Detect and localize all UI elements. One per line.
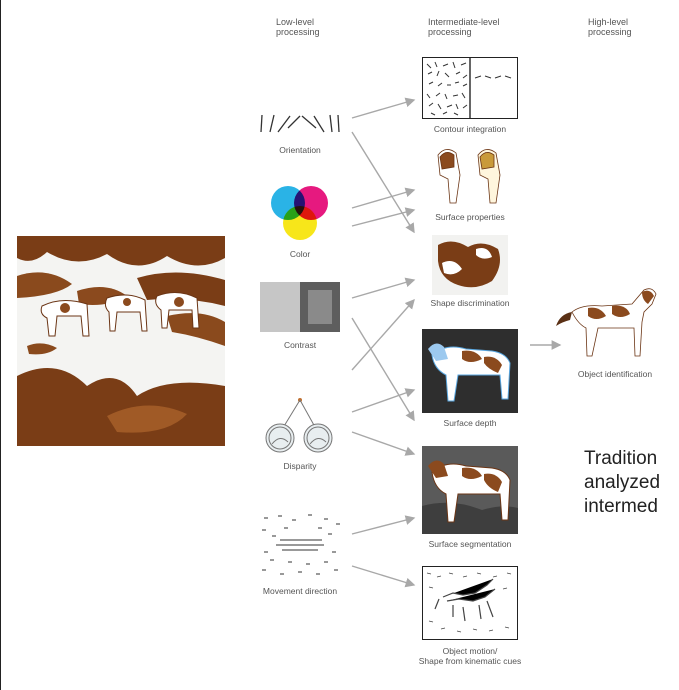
contrast-label: Contrast (283, 340, 317, 350)
shape-discrimination-label: Shape discrimination (430, 298, 510, 308)
header-low-level: Low-level processing (276, 17, 320, 37)
color-circles-illustration (268, 183, 332, 245)
surface-depth-illustration (422, 329, 518, 413)
contrast-illustration (260, 282, 340, 332)
surface-depth-label: Surface depth (443, 418, 497, 428)
object-motion-illustration (422, 566, 518, 640)
header-intermediate-level: Intermediate-level processing (428, 17, 500, 37)
left-frame-border (0, 0, 1, 690)
object-motion-label: Object motion/ Shape from kinematic cues (418, 646, 522, 666)
shape-discrimination-illustration (432, 235, 508, 295)
surface-properties-illustration (432, 145, 512, 207)
contour-integration-label: Contour integration (433, 124, 507, 134)
object-identification-label: Object identification (577, 369, 653, 379)
horses-in-snow-painting (17, 236, 225, 446)
color-label: Color (289, 249, 311, 259)
surface-segmentation-label: Surface segmentation (428, 539, 512, 549)
disparity-label: Disparity (283, 461, 317, 471)
surface-segmentation-illustration (422, 446, 518, 534)
side-annotation-text: Tradition analyzed intermed (584, 448, 661, 517)
object-identification-horse (552, 282, 662, 362)
orientation-illustration (258, 110, 342, 136)
movement-direction-illustration (258, 512, 344, 578)
contour-integration-illustration (422, 57, 518, 119)
orientation-label: Orientation (279, 145, 321, 155)
header-high-level: High-level processing (588, 17, 632, 37)
movement-direction-label: Movement direction (262, 586, 338, 596)
surface-properties-label: Surface properties (435, 212, 505, 222)
disparity-eyes-illustration (262, 396, 338, 454)
